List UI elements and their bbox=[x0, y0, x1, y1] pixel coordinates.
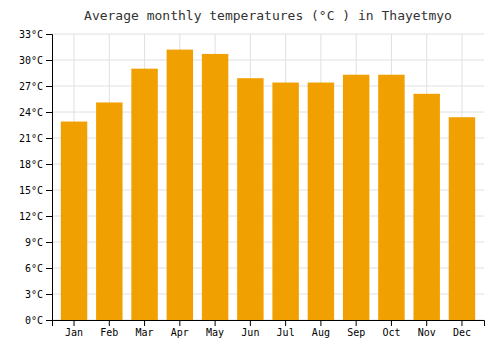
tick-label: 33°C bbox=[19, 29, 43, 40]
tick-mark bbox=[250, 320, 251, 326]
tick-mark bbox=[144, 320, 145, 326]
tick-label: 6°C bbox=[25, 263, 43, 274]
bar bbox=[378, 75, 404, 320]
tick-mark bbox=[46, 164, 52, 165]
tick: Feb bbox=[100, 320, 118, 338]
tick-label: 18°C bbox=[19, 159, 43, 170]
tick-label: Apr bbox=[171, 327, 189, 338]
y-axis: 0°C 3°C 6°C 9°C 12°C 15°C 18°C 21°C 24°C 27°C 30°C… bbox=[19, 29, 53, 326]
tick: 3°C bbox=[25, 289, 52, 300]
tick-label: Aug bbox=[312, 327, 330, 338]
tick-mark bbox=[74, 320, 75, 326]
tick-label: Feb bbox=[100, 327, 118, 338]
tick: Jan bbox=[65, 320, 83, 338]
tick-mark bbox=[46, 60, 52, 61]
grid bbox=[52, 34, 484, 320]
bar bbox=[237, 78, 263, 320]
bar bbox=[61, 122, 87, 320]
tick-mark bbox=[46, 216, 52, 217]
tick-label: 0°C bbox=[25, 315, 43, 326]
tick-mark bbox=[46, 242, 52, 243]
bar bbox=[343, 75, 369, 320]
tick-label: Mar bbox=[136, 327, 154, 338]
tick: 0°C bbox=[25, 315, 52, 326]
tick-mark bbox=[356, 320, 357, 326]
tick-mark bbox=[215, 320, 216, 326]
tick-label: 9°C bbox=[25, 237, 43, 248]
grid-line bbox=[52, 34, 484, 35]
x-axis: Jan Feb Mar Apr May Jun Jul Aug Sep Oct Nov Dec bbox=[53, 320, 485, 338]
tick-mark bbox=[46, 294, 52, 295]
tick: May bbox=[206, 320, 224, 338]
axis-line bbox=[46, 35, 53, 321]
tick-mark bbox=[46, 190, 52, 191]
bars bbox=[61, 50, 475, 320]
tick-label: 12°C bbox=[19, 211, 43, 222]
tick: Dec bbox=[453, 320, 471, 338]
tick-label: 24°C bbox=[19, 107, 43, 118]
tick-mark bbox=[46, 34, 52, 35]
tick: 12°C bbox=[19, 211, 52, 222]
tick-label: 21°C bbox=[19, 133, 43, 144]
tick: 24°C bbox=[19, 107, 52, 118]
tick-label: 3°C bbox=[25, 289, 43, 300]
tick-mark bbox=[391, 320, 392, 326]
bar bbox=[96, 102, 122, 320]
tick-mark bbox=[426, 320, 427, 326]
tick-label: Dec bbox=[453, 327, 471, 338]
tick: Nov bbox=[418, 320, 436, 338]
tick: 33°C bbox=[19, 29, 52, 40]
tick: 9°C bbox=[25, 237, 52, 248]
tick-label: 30°C bbox=[19, 55, 43, 66]
tick-label: Oct bbox=[382, 327, 400, 338]
bar bbox=[167, 50, 193, 320]
tick: 15°C bbox=[19, 185, 52, 196]
tick-label: Nov bbox=[418, 327, 436, 338]
tick: Jul bbox=[277, 320, 295, 338]
tick-mark bbox=[46, 320, 52, 321]
tick-label: 15°C bbox=[19, 185, 43, 196]
tick-label: Jan bbox=[65, 327, 83, 338]
tick: 27°C bbox=[19, 81, 52, 92]
tick: Jun bbox=[241, 320, 259, 338]
tick-mark bbox=[46, 268, 52, 269]
tick: Apr bbox=[171, 320, 189, 338]
bar bbox=[308, 83, 334, 320]
tick: 30°C bbox=[19, 55, 52, 66]
title: Average monthly temperatures (°C ) in Th… bbox=[84, 8, 452, 23]
bar bbox=[413, 94, 439, 320]
tick: Oct bbox=[382, 320, 400, 338]
tick-mark bbox=[285, 320, 286, 326]
grid-line bbox=[52, 86, 484, 87]
tick-mark bbox=[109, 320, 110, 326]
bar bbox=[202, 54, 228, 320]
tick: 21°C bbox=[19, 133, 52, 144]
tick: Aug bbox=[312, 320, 330, 338]
tick-label: 27°C bbox=[19, 81, 43, 92]
tick-label: Sep bbox=[347, 327, 365, 338]
tick-mark bbox=[46, 86, 52, 87]
tick-label: Jun bbox=[241, 327, 259, 338]
tick-mark bbox=[46, 138, 52, 139]
tick-mark bbox=[461, 320, 462, 326]
tick-mark bbox=[179, 320, 180, 326]
axis-line bbox=[53, 321, 485, 327]
tick-label: May bbox=[206, 327, 224, 338]
plot: Jan Feb Mar Apr May Jun Jul Aug Sep Oct Nov Dec 0°C 3… bbox=[19, 29, 485, 338]
tick: 18°C bbox=[19, 159, 52, 170]
tick-label: Jul bbox=[277, 327, 295, 338]
grid-line bbox=[52, 60, 484, 61]
bar bbox=[131, 69, 157, 320]
tick-mark bbox=[46, 112, 52, 113]
bar bbox=[449, 117, 475, 320]
tick-mark bbox=[320, 320, 321, 326]
chart: Jan Feb Mar Apr May Jun Jul Aug Sep Oct Nov Dec 0°C 3… bbox=[0, 0, 500, 350]
bar bbox=[272, 83, 298, 320]
tick: Mar bbox=[136, 320, 154, 338]
tick: Sep bbox=[347, 320, 365, 338]
tick: 6°C bbox=[25, 263, 52, 274]
